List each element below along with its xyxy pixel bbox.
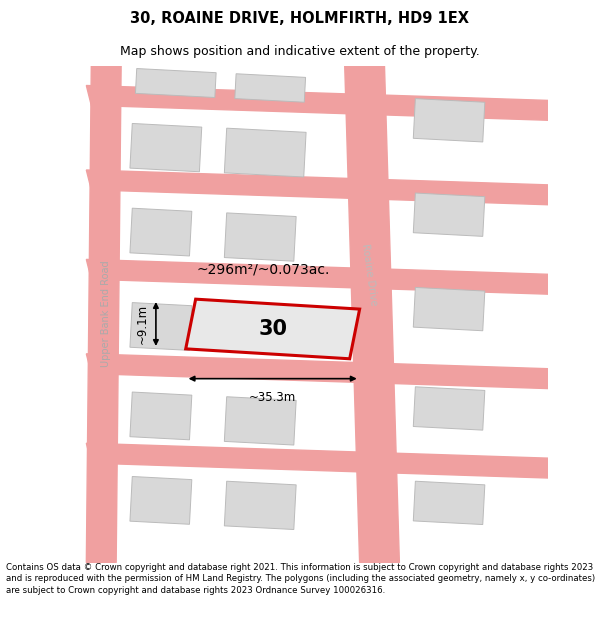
Polygon shape [186, 299, 359, 359]
Polygon shape [235, 74, 305, 102]
Text: ~296m²/~0.073ac.: ~296m²/~0.073ac. [196, 262, 329, 276]
Polygon shape [86, 86, 548, 120]
Polygon shape [224, 128, 306, 177]
Polygon shape [86, 259, 548, 294]
Polygon shape [130, 208, 192, 256]
Text: Roaine Drive: Roaine Drive [360, 242, 379, 306]
Polygon shape [224, 213, 296, 261]
Polygon shape [130, 302, 192, 351]
Polygon shape [86, 443, 548, 478]
Polygon shape [224, 481, 296, 529]
Polygon shape [130, 392, 192, 440]
Text: ~35.3m: ~35.3m [249, 391, 296, 404]
Polygon shape [130, 124, 202, 172]
Text: 30: 30 [258, 319, 287, 339]
Text: 30, ROAINE DRIVE, HOLMFIRTH, HD9 1EX: 30, ROAINE DRIVE, HOLMFIRTH, HD9 1EX [131, 11, 470, 26]
Polygon shape [86, 170, 548, 205]
Text: Upper Bank End Road: Upper Bank End Road [101, 261, 111, 368]
Polygon shape [413, 481, 485, 524]
Polygon shape [413, 387, 485, 430]
Polygon shape [413, 193, 485, 236]
Polygon shape [413, 99, 485, 142]
Polygon shape [345, 66, 400, 562]
Text: ~9.1m: ~9.1m [136, 304, 148, 344]
Polygon shape [413, 288, 485, 331]
Polygon shape [224, 397, 296, 445]
Polygon shape [136, 69, 216, 98]
Text: Contains OS data © Crown copyright and database right 2021. This information is : Contains OS data © Crown copyright and d… [6, 562, 595, 595]
Polygon shape [130, 476, 192, 524]
Text: Map shows position and indicative extent of the property.: Map shows position and indicative extent… [120, 45, 480, 58]
Polygon shape [86, 66, 121, 562]
Polygon shape [86, 354, 548, 389]
